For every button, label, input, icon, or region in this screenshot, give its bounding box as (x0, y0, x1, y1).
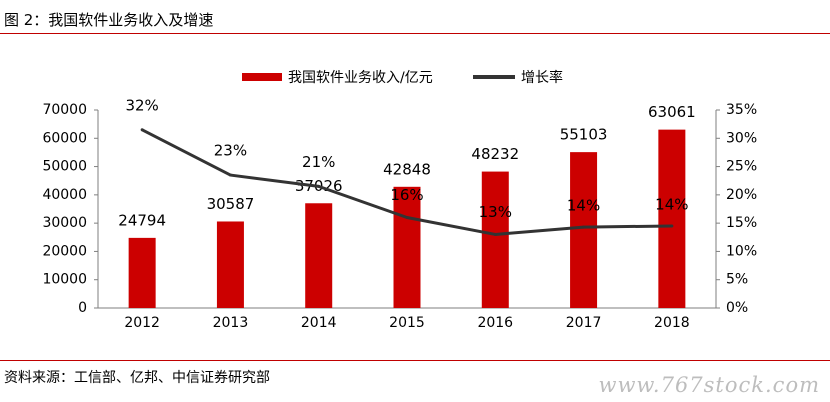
growth-rate-label: 32% (125, 96, 158, 114)
source-note: 资料来源：工信部、亿邦、中信证券研究部 (4, 370, 270, 386)
bar (658, 129, 686, 308)
growth-rate-point (405, 215, 409, 219)
right-tick-label: 5% (726, 272, 748, 288)
legend-bar-swatch (242, 73, 282, 81)
left-tick-label: 70000 (42, 102, 87, 118)
growth-rate-point (228, 173, 232, 177)
figure-title: 图 2：我国软件业务收入及增速 (4, 11, 214, 29)
growth-rate-label: 13% (479, 203, 512, 221)
bar (128, 237, 156, 308)
bar-value-label: 55103 (560, 126, 608, 144)
right-tick-label: 25% (726, 159, 757, 175)
growth-rate-point (582, 225, 586, 229)
bar-value-label: 42848 (383, 160, 431, 178)
growth-rate-label: 14% (655, 195, 688, 213)
growth-rate-point (493, 232, 497, 236)
chart: 我国软件业务收入/亿元 增长率 0 10000 20000 30000 40000 500… (42, 69, 757, 331)
growth-rate-label: 16% (390, 186, 423, 204)
x-tick-label: 2017 (566, 315, 602, 331)
right-tick-label: 30% (726, 130, 757, 146)
growth-rate-point (670, 224, 674, 228)
left-tick-label: 0 (78, 300, 87, 316)
bar-value-label: 30587 (207, 195, 255, 213)
right-tick-label: 35% (726, 102, 757, 118)
right-tick-label: 15% (726, 215, 757, 231)
left-tick-label: 50000 (42, 159, 87, 175)
bar-value-label: 48232 (471, 145, 519, 163)
x-tick-label: 2012 (124, 315, 160, 331)
line-labels: 32% 23% 21% 16% 13% 14% 14% (125, 96, 688, 221)
bar (393, 186, 421, 308)
axes: 0 10000 20000 30000 40000 50000 60000 70000 0% 5%… (42, 102, 757, 331)
growth-line (140, 128, 674, 236)
bar-value-label: 24794 (118, 211, 166, 229)
bar (216, 221, 244, 308)
growth-rate-label: 21% (302, 153, 335, 171)
bar (481, 171, 509, 308)
growth-rate-label: 23% (214, 142, 247, 160)
legend: 我国软件业务收入/亿元 增长率 (242, 69, 563, 86)
right-tick-label: 0% (726, 300, 748, 316)
left-tick-label: 10000 (42, 272, 87, 288)
right-tick-label: 10% (726, 243, 757, 259)
x-tick-label: 2016 (477, 315, 513, 331)
bottom-rule (0, 360, 830, 361)
legend-bar-label: 我国软件业务收入/亿元 (288, 70, 433, 86)
legend-line-label: 增长率 (521, 69, 563, 86)
growth-rate-label: 14% (567, 197, 600, 215)
growth-rate-point (317, 184, 321, 188)
bar-value-label: 63061 (648, 103, 696, 121)
bars (128, 129, 686, 308)
bar (570, 152, 598, 308)
left-tick-label: 20000 (42, 243, 87, 259)
watermark: www.767stock.com (598, 373, 820, 397)
x-tick-label: 2013 (213, 315, 249, 331)
growth-rate-point (140, 128, 144, 132)
left-tick-label: 30000 (42, 215, 87, 231)
left-tick-label: 60000 (42, 130, 87, 146)
right-tick-label: 20% (726, 187, 757, 203)
x-tick-label: 2018 (654, 315, 690, 331)
bar (305, 203, 333, 308)
left-tick-label: 40000 (42, 187, 87, 203)
x-tick-label: 2015 (389, 315, 425, 331)
top-rule (0, 33, 830, 34)
x-tick-label: 2014 (301, 315, 337, 331)
